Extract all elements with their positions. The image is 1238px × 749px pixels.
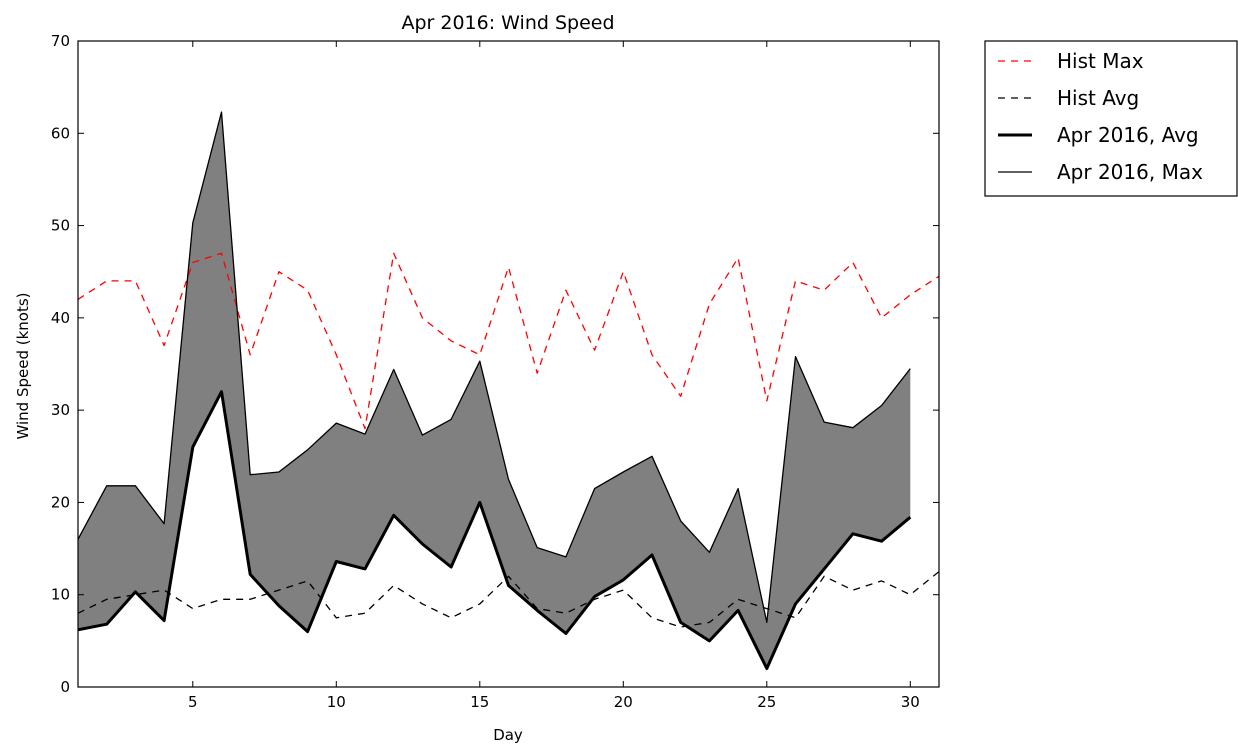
legend-label: Hist Avg [1057, 86, 1139, 110]
avg-max-band [78, 112, 911, 669]
plot-area [77, 40, 940, 688]
x-tick-label: 30 [901, 693, 920, 711]
x-tick-label: 15 [470, 693, 489, 711]
plot-frame [77, 40, 940, 688]
y-tick-label: 60 [51, 124, 70, 142]
series-line-hist-avg [78, 571, 939, 628]
legend-label: Apr 2016, Max [1057, 160, 1203, 184]
x-tick-label: 5 [188, 693, 198, 711]
legend-box [984, 40, 1238, 197]
legend-label: Hist Max [1057, 49, 1144, 73]
legend: Hist Max Hist Avg Apr 2016, Avg Apr 2016, M… [984, 40, 1238, 197]
series-line-hist-max [78, 252, 939, 430]
y-tick-label: 50 [51, 217, 70, 235]
x-tick-label: 10 [327, 693, 346, 711]
x-tick-label: 25 [757, 693, 776, 711]
series-line-apr-2016-avg [78, 390, 912, 670]
y-axis-label: Wind Speed (knots) [14, 292, 32, 439]
y-tick-label: 0 [60, 678, 70, 696]
y-tick-label: 70 [51, 32, 70, 50]
series-line-apr-2016-max [78, 111, 911, 624]
x-axis-label: Day [493, 726, 523, 744]
y-tick-label: 40 [51, 309, 70, 327]
chart-title: Apr 2016: Wind Speed [401, 12, 614, 34]
y-tick-label: 10 [51, 586, 70, 604]
axis-ticks: 5 10 15 20 25 30 0 10 20 30 40 50 60 70 [51, 32, 939, 711]
legend-label: Apr 2016, Avg [1057, 123, 1199, 147]
x-tick-label: 20 [614, 693, 633, 711]
y-tick-label: 20 [51, 493, 70, 511]
y-tick-label: 30 [51, 401, 70, 419]
